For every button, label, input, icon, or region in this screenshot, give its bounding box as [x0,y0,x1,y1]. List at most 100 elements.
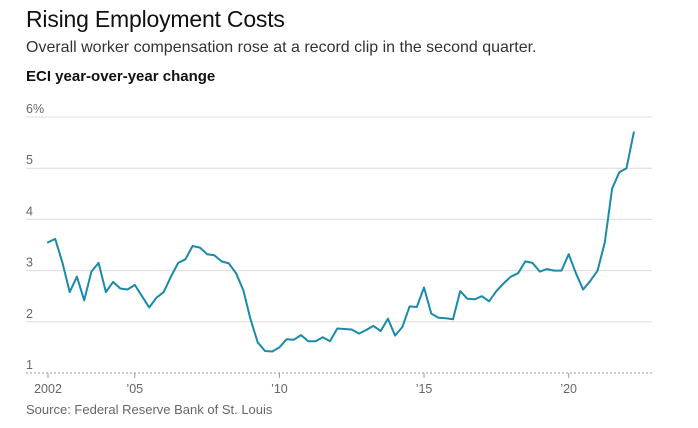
series-layer [46,130,636,353]
data-point [523,259,527,263]
data-point [407,304,411,308]
data-point [574,271,578,275]
data-point [480,294,484,298]
data-point [465,297,469,301]
x-tick-label: ’15 [416,382,433,396]
data-point [509,275,513,279]
data-point [378,329,382,333]
data-point [162,290,166,294]
data-point [321,335,325,339]
data-point [111,280,115,284]
data-point [530,261,534,265]
data-point [277,345,281,349]
y-tick-label: 6% [26,102,44,116]
y-tick-label: 3 [26,256,33,270]
data-point [350,327,354,331]
data-point [328,339,332,343]
data-point [516,271,520,275]
data-point [234,271,238,275]
data-point [357,331,361,335]
chart-source: Source: Federal Reserve Bank of St. Loui… [26,402,273,417]
y-tick-label: 2 [26,307,33,321]
data-point [364,328,368,332]
data-point [342,327,346,331]
data-point [284,337,288,341]
data-point [292,338,296,342]
x-tick-label: ’05 [126,382,143,396]
data-point [595,268,599,272]
data-point [299,333,303,337]
x-tick-label: ’20 [560,382,577,396]
data-point [256,340,260,344]
data-point [617,170,621,174]
data-point [89,269,93,273]
data-point [444,316,448,320]
data-point [552,268,556,272]
data-point [227,261,231,265]
data-point [313,339,317,343]
data-point [53,237,57,241]
data-point [67,290,71,294]
data-point [241,288,245,292]
data-point [248,317,252,321]
data-point [219,259,223,263]
y-tick-label: 1 [26,358,33,372]
data-point [140,294,144,298]
data-point [632,130,636,134]
data-point [371,324,375,328]
data-point [176,261,180,265]
data-point [436,316,440,320]
data-point [154,296,158,300]
data-point [46,240,50,244]
data-point [198,245,202,249]
data-point [487,299,491,303]
data-point [75,275,79,279]
data-point [393,333,397,337]
data-point [183,257,187,261]
data-point [566,252,570,256]
data-point [422,285,426,289]
data-point [458,289,462,293]
data-point [82,298,86,302]
chart-y-label: ECI year-over-year change [26,68,216,85]
data-point [96,261,100,265]
data-point [588,279,592,283]
data-point [472,297,476,301]
data-point [545,267,549,271]
data-point [133,283,137,287]
data-point [104,290,108,294]
grid-lines [26,116,652,374]
data-point [603,240,607,244]
chart-title: Rising Employment Costs [26,6,285,32]
data-point [400,325,404,329]
data-point [212,253,216,257]
data-point [501,281,505,285]
data-point [147,305,151,309]
y-tick-label: 5 [26,153,33,167]
data-point [205,252,209,256]
x-axis-ticks: 2002 ’05 ’10 ’15 ’20 [34,373,577,396]
data-point [270,349,274,353]
data-point [263,349,267,353]
x-tick-label: ’10 [271,382,288,396]
data-point [581,287,585,291]
data-point [559,268,563,272]
data-point [415,305,419,309]
data-point [538,269,542,273]
data-point [386,317,390,321]
data-point [125,287,129,291]
data-point [494,289,498,293]
data-point [306,339,310,343]
data-point [451,317,455,321]
data-point [118,286,122,290]
data-point [429,311,433,315]
chart-subtitle: Overall worker compensation rose at a re… [26,39,537,56]
data-point [610,186,614,190]
y-axis-ticks: 6% 5 4 3 2 1 [26,102,44,372]
data-point [624,166,628,170]
data-point [60,261,64,265]
data-point [169,275,173,279]
data-point [335,326,339,330]
y-tick-label: 4 [26,204,33,218]
